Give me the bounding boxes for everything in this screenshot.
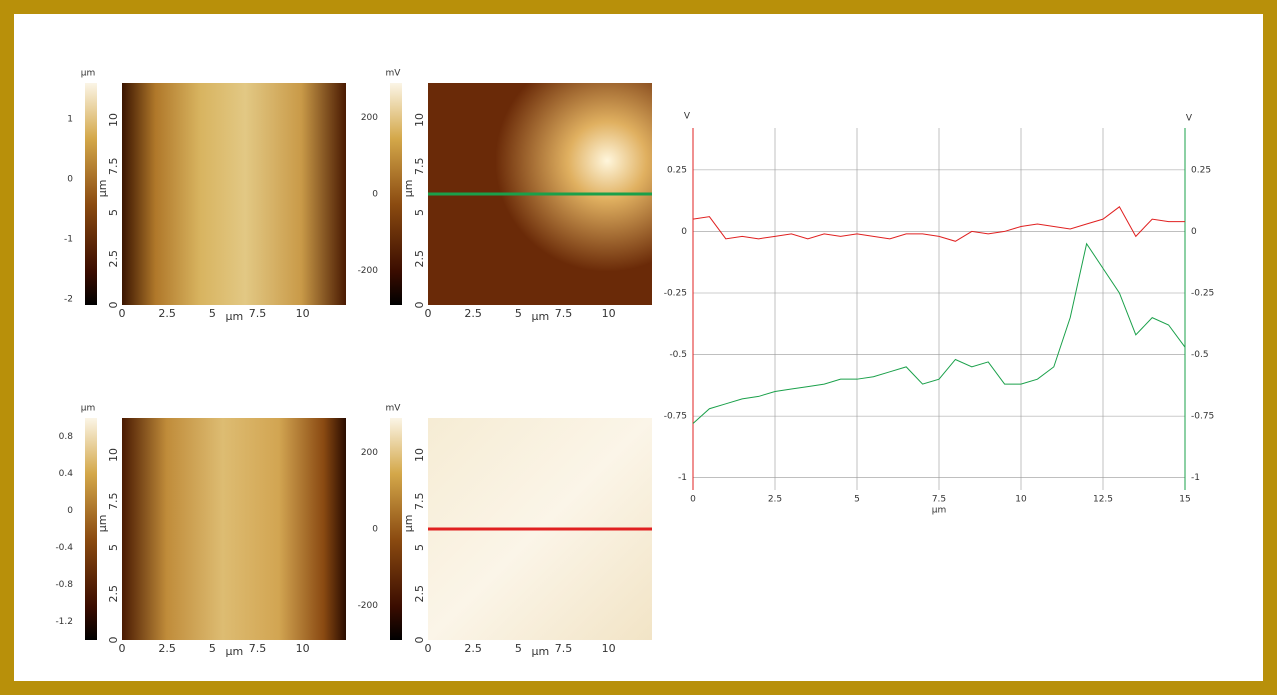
x-axis-label: µm (225, 310, 243, 323)
colorbar (85, 418, 97, 640)
x-tick-label: 5 (209, 642, 216, 655)
colorbar-tick-label: 0 (372, 190, 378, 200)
x-tick-label: 10 (296, 642, 310, 655)
colorbar-tick-label: 0.8 (59, 432, 74, 442)
colorbar-tick-label: -1 (64, 235, 73, 245)
y2-axis-label: V (1186, 114, 1193, 124)
y-tick-label: 5 (107, 209, 120, 216)
colorbar-tick-label: -200 (358, 266, 379, 276)
series-line (692, 206, 1185, 242)
x-tick-label: 15 (1179, 495, 1190, 505)
y-tick-label: 10 (107, 448, 120, 462)
colorbar-tick-label: 0 (67, 175, 73, 185)
x-tick-label: 2.5 (768, 495, 782, 505)
y-axis-label: µm (402, 515, 415, 533)
colorbar (390, 83, 402, 305)
y-tick-label: -0.25 (664, 288, 687, 298)
y2-tick-label: -0.25 (1191, 288, 1214, 298)
x-tick-label: 0 (119, 642, 126, 655)
x-tick-label: 2.5 (158, 307, 176, 320)
y-tick-label: 7.5 (107, 158, 120, 176)
colorbar-tick-label: -0.4 (55, 543, 73, 553)
x-tick-label: 0 (119, 307, 126, 320)
y-tick-label: 10 (413, 113, 426, 127)
y-tick-label: 7.5 (413, 493, 426, 511)
y-tick-label: 0 (413, 637, 426, 644)
y-tick-label: -0.5 (669, 350, 687, 360)
colorbar (390, 418, 402, 640)
x-tick-label: 5 (515, 642, 522, 655)
y-axis-label: µm (402, 180, 415, 198)
y2-tick-label: -1 (1191, 473, 1200, 483)
y-tick-label: 0.25 (667, 165, 687, 175)
x-tick-label: 10 (1015, 495, 1027, 505)
y-tick-label: 0 (107, 302, 120, 309)
x-tick-label: 7.5 (932, 495, 946, 505)
y2-tick-label: 0.25 (1191, 165, 1211, 175)
x-tick-label: 12.5 (1093, 495, 1113, 505)
x-tick-label: 10 (296, 307, 310, 320)
y2-tick-label: -0.75 (1191, 412, 1214, 422)
x-tick-label: 7.5 (555, 307, 573, 320)
y-tick-label: 5 (107, 544, 120, 551)
y-tick-label: 0 (413, 302, 426, 309)
y-tick-label: -0.75 (664, 412, 687, 422)
x-tick-label: 0 (425, 642, 432, 655)
y-tick-label: 2.5 (413, 585, 426, 603)
y2-tick-label: -0.5 (1191, 350, 1209, 360)
colorbar-tick-label: 200 (361, 448, 378, 458)
colorbar-tick-label: -2 (64, 295, 73, 305)
x-tick-label: 5 (854, 495, 860, 505)
x-axis-label: µm (531, 310, 549, 323)
y-tick-label: 2.5 (107, 585, 120, 603)
y-tick-label: 7.5 (107, 493, 120, 511)
colorbar-tick-label: 200 (361, 113, 378, 123)
colorbar-unit: mV (386, 69, 402, 79)
y-tick-label: 0 (681, 227, 687, 237)
x-tick-label: 0 (690, 495, 696, 505)
x-axis-label: µm (531, 645, 549, 658)
colorbar-tick-label: 0 (372, 525, 378, 535)
colorbar-unit: µm (81, 404, 96, 414)
x-tick-label: 10 (602, 307, 616, 320)
x-tick-label: 7.5 (555, 642, 573, 655)
y-tick-label: 10 (107, 113, 120, 127)
afm-image (122, 83, 346, 305)
x-tick-label: 2.5 (464, 307, 482, 320)
y-axis-label: V (684, 112, 691, 122)
x-tick-label: 0 (425, 307, 432, 320)
colorbar (85, 83, 97, 305)
y-tick-label: 5 (413, 209, 426, 216)
y-axis-label: µm (96, 180, 109, 198)
y-tick-label: 5 (413, 544, 426, 551)
x-tick-label: 2.5 (464, 642, 482, 655)
colorbar-tick-label: -0.8 (55, 580, 73, 590)
x-axis-label: µm (225, 645, 243, 658)
y-axis-label: µm (96, 515, 109, 533)
y-tick-label: 2.5 (107, 250, 120, 268)
series-line (692, 242, 1186, 424)
y2-tick-label: 0 (1191, 227, 1197, 237)
y-tick-label: 7.5 (413, 158, 426, 176)
colorbar-tick-label: 0.4 (59, 469, 74, 479)
x-axis-label: µm (932, 506, 947, 516)
x-tick-label: 2.5 (158, 642, 176, 655)
afm-image (122, 418, 346, 640)
y-tick-label: -1 (678, 473, 687, 483)
colorbar-tick-label: -200 (358, 601, 379, 611)
colorbar-tick-label: -1.2 (55, 617, 73, 627)
x-tick-label: 7.5 (249, 642, 267, 655)
x-tick-label: 5 (209, 307, 216, 320)
colorbar-unit: mV (386, 404, 402, 414)
y-tick-label: 0 (107, 637, 120, 644)
x-tick-label: 10 (602, 642, 616, 655)
colorbar-unit: µm (81, 69, 96, 79)
y-tick-label: 2.5 (413, 250, 426, 268)
colorbar-tick-label: 1 (67, 115, 73, 125)
y-tick-label: 10 (413, 448, 426, 462)
colorbar-tick-label: 0 (67, 506, 73, 516)
x-tick-label: 7.5 (249, 307, 267, 320)
x-tick-label: 5 (515, 307, 522, 320)
